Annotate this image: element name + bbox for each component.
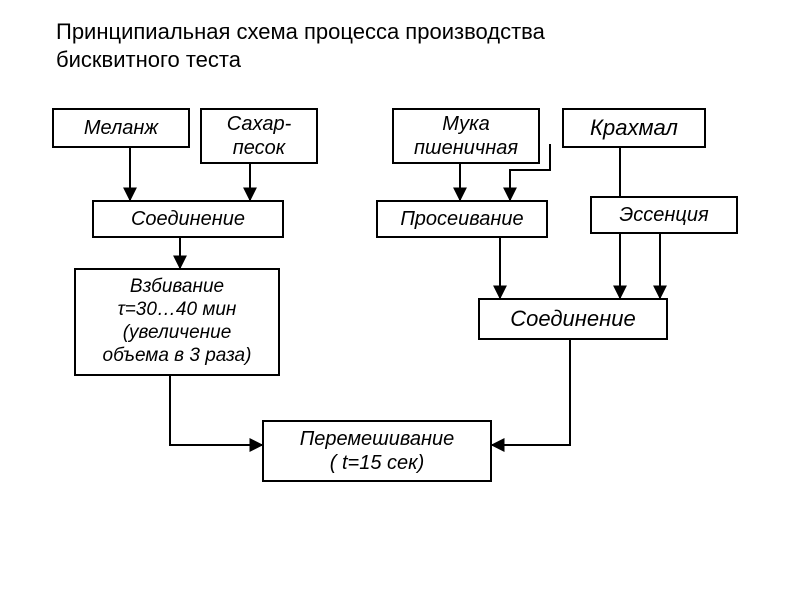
edge-join2-to-mix [492,340,570,445]
node-starch: Крахмал [562,108,706,148]
node-essence: Эссенция [590,196,738,234]
node-flour: Мукапшеничная [392,108,540,164]
node-join2: Соединение [478,298,668,340]
flowchart-canvas: Принципиальная схема процесса производст… [0,0,800,600]
node-join1: Соединение [92,200,284,238]
node-sift: Просеивание [376,200,548,238]
node-melange: Меланж [52,108,190,148]
node-mix: Перемешивание( t=15 сек) [262,420,492,482]
node-sugar: Сахар-песок [200,108,318,164]
diagram-title: Принципиальная схема процесса производст… [56,18,545,74]
edge-whip-to-mix [170,376,262,445]
node-whip: Взбиваниеτ=30…40 мин(увеличениеобъема в … [74,268,280,376]
